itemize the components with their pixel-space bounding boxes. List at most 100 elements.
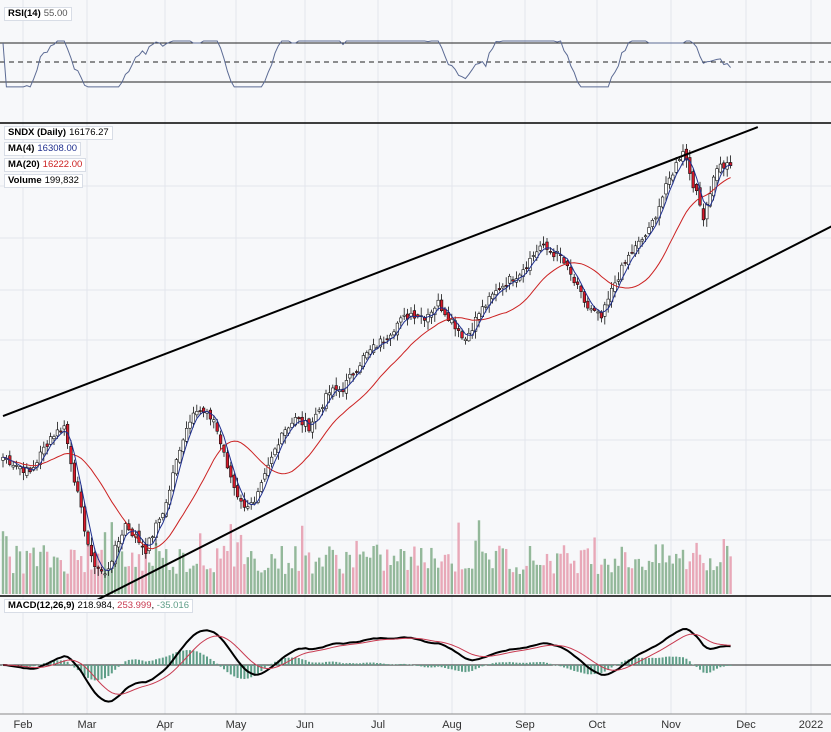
candle-body xyxy=(501,285,505,289)
macd-hist-bar xyxy=(59,660,62,665)
candle-body xyxy=(399,317,403,323)
volume-bar xyxy=(678,558,681,594)
candle-body xyxy=(348,374,352,379)
volume-bar xyxy=(590,564,593,594)
candle-body xyxy=(225,452,230,469)
volume-bar xyxy=(644,570,647,594)
x-tick-label: Apr xyxy=(156,719,173,731)
candle-body xyxy=(511,279,515,282)
volume-bar xyxy=(423,562,426,594)
candle-body xyxy=(52,436,56,440)
candle-body xyxy=(123,523,127,536)
macd-hist-bar xyxy=(39,664,42,665)
macd-panel xyxy=(0,627,831,703)
macd-hist-bar xyxy=(223,665,225,670)
candle-body xyxy=(297,417,301,420)
candle-body xyxy=(93,552,97,568)
candle-body xyxy=(494,290,498,296)
macd-hist-bar xyxy=(352,663,355,665)
macd-hist-bar xyxy=(73,665,76,668)
candle-body xyxy=(242,499,247,508)
x-tick-label: Nov xyxy=(661,719,681,731)
x-axis-labels: Feb Mar Apr May Jun Jul Aug Sep Oct Nov Dec 2022 xyxy=(14,719,824,731)
candle-body xyxy=(45,443,49,447)
candle-body xyxy=(103,573,107,576)
macd-hist-bar xyxy=(365,662,368,665)
trend-channel xyxy=(2,126,831,608)
volume-bar xyxy=(15,545,18,594)
macd-hist-bar xyxy=(542,662,545,665)
macd-hist-bar xyxy=(614,665,616,666)
ma20-label: MA(20) 16222.00 xyxy=(4,158,87,172)
candle-body xyxy=(446,312,451,321)
volume-bar xyxy=(52,556,56,594)
macd-hist-bar xyxy=(607,665,610,670)
macd-hist-bar xyxy=(291,657,293,665)
macd-hist-bar xyxy=(682,657,684,665)
volume-bar xyxy=(464,568,467,594)
volume-bar xyxy=(114,560,117,594)
candle-body xyxy=(450,318,454,324)
macd-hist-bar xyxy=(396,664,399,665)
macd-hist-bar xyxy=(107,665,110,677)
volume-bar xyxy=(49,567,52,594)
candle-body xyxy=(569,266,573,275)
x-tick-label: Jun xyxy=(296,719,314,731)
macd-hist-bar xyxy=(699,665,701,670)
macd-hist-bar xyxy=(206,656,208,665)
volume-bar xyxy=(311,573,314,594)
candle-body xyxy=(276,444,281,453)
macd-hist-bar xyxy=(311,662,314,665)
volume-bar xyxy=(348,554,351,594)
candle-body xyxy=(477,313,481,320)
volume-bars xyxy=(1,520,732,594)
macd-hist-bar xyxy=(260,665,263,672)
macd-hist-bar xyxy=(161,657,164,665)
volume-bar xyxy=(267,567,270,594)
volume-bar xyxy=(59,560,62,594)
macd-hist-bar xyxy=(318,662,321,665)
volume-bar xyxy=(586,548,589,594)
volume-bar xyxy=(647,560,651,594)
volume-bar xyxy=(233,566,236,594)
macd-hist-bar xyxy=(461,665,463,672)
volume-bar xyxy=(522,569,525,594)
volume-bar xyxy=(467,567,470,594)
macd-hist-bar xyxy=(648,657,650,665)
candle-body xyxy=(314,413,318,422)
macd-hist-bar xyxy=(420,665,423,667)
volume-bar xyxy=(651,562,654,594)
volume-bar xyxy=(433,558,436,594)
volume-bar xyxy=(698,554,702,594)
volume-bar xyxy=(297,570,300,594)
volume-bar xyxy=(66,573,69,594)
candle-body xyxy=(96,566,100,569)
volume-bar xyxy=(209,568,212,594)
volume-bar xyxy=(287,562,290,594)
candle-body xyxy=(331,387,335,397)
macd-hist-bar xyxy=(651,657,654,665)
candle-body xyxy=(55,429,59,437)
macd-hist-bar xyxy=(600,665,603,674)
volume-bar xyxy=(525,565,528,594)
macd-hist-bar xyxy=(36,665,38,666)
macd-hist-bar xyxy=(348,662,351,665)
macd-hist-bar xyxy=(148,660,151,665)
volume-bar xyxy=(413,546,416,594)
candle-body xyxy=(409,312,413,317)
volume-bar xyxy=(505,548,508,594)
volume-bar xyxy=(542,565,545,594)
volume-bar xyxy=(12,573,15,594)
candle-body xyxy=(120,534,124,545)
macd-hist-bar xyxy=(580,665,582,673)
candle-body xyxy=(320,407,325,409)
macd-hist-bar xyxy=(457,665,460,671)
macd-hist-bar xyxy=(617,663,620,665)
candle-body xyxy=(586,300,590,309)
volume-bar xyxy=(93,567,96,594)
candle-body xyxy=(711,176,716,197)
macd-hist-bar xyxy=(376,663,378,665)
volume-bar xyxy=(409,556,413,594)
macd-hist-bar xyxy=(668,656,671,665)
